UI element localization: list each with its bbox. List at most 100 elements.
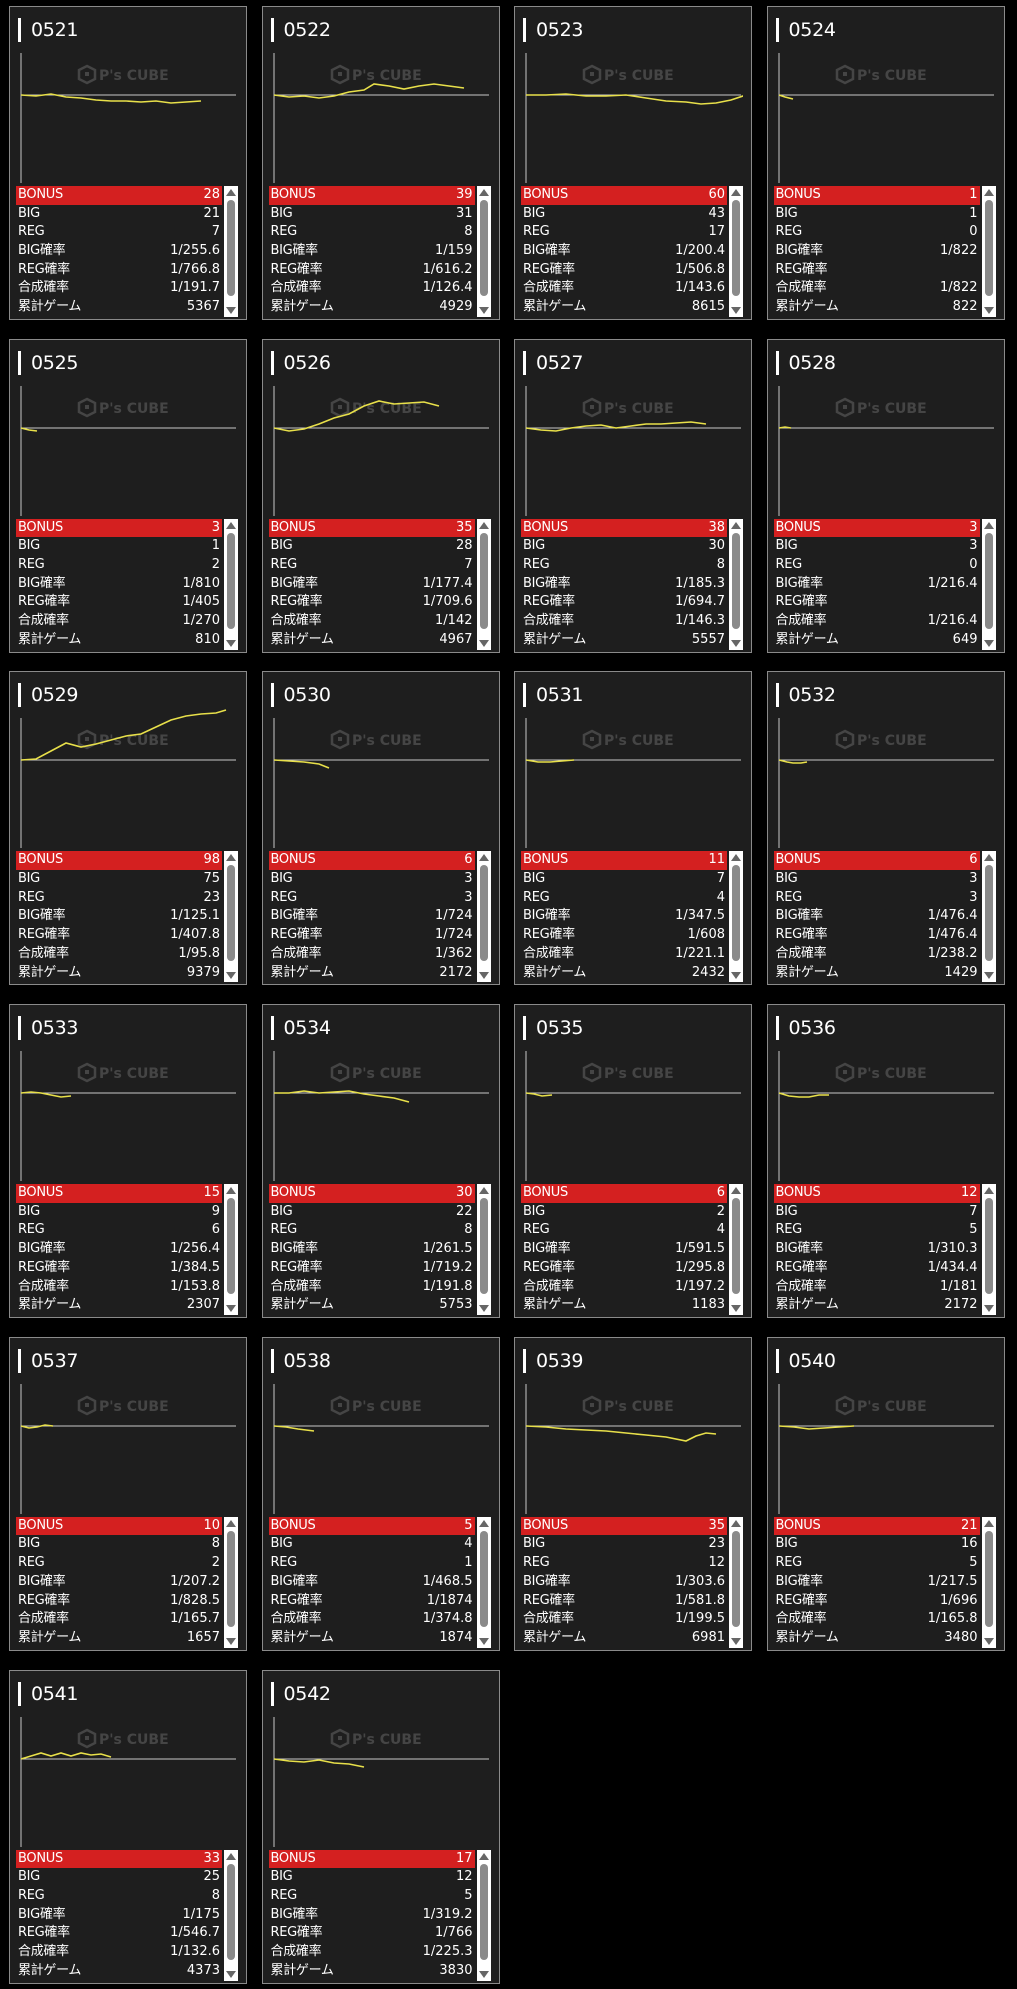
- stats-scrollbar[interactable]: [981, 851, 996, 983]
- scroll-down-arrow-icon[interactable]: [226, 639, 236, 647]
- scroll-up-arrow-icon[interactable]: [983, 1187, 994, 1195]
- scroll-down-arrow-icon[interactable]: [983, 1305, 994, 1313]
- stats-scrollbar[interactable]: [476, 186, 491, 317]
- scroll-up-arrow-icon[interactable]: [226, 854, 236, 862]
- scroll-thumb[interactable]: [479, 1530, 488, 1627]
- stats-scrollbar[interactable]: [476, 518, 491, 650]
- scroll-up-arrow-icon[interactable]: [226, 1852, 236, 1860]
- machine-card[interactable]: 0530 P's CUBE BONUS 6 BIG 3 REG 3: [261, 671, 500, 986]
- stats-scrollbar[interactable]: [476, 1184, 491, 1316]
- scroll-thumb[interactable]: [732, 1198, 740, 1295]
- scroll-thumb[interactable]: [479, 865, 488, 962]
- machine-card[interactable]: 0533 P's CUBE BONUS 15 BIG 9 REG 6: [9, 1004, 247, 1319]
- scroll-down-arrow-icon[interactable]: [478, 639, 489, 647]
- machine-card[interactable]: 0526 P's CUBE BONUS 35 BIG 28 REG 7: [261, 338, 500, 653]
- scroll-down-arrow-icon[interactable]: [478, 1305, 489, 1313]
- scroll-down-arrow-icon[interactable]: [983, 1637, 994, 1645]
- scroll-thumb[interactable]: [227, 532, 235, 629]
- machine-card[interactable]: 0539 P's CUBE BONUS 35 BIG 23 REG 12: [514, 1336, 752, 1651]
- stats-scrollbar[interactable]: [476, 851, 491, 983]
- scroll-thumb[interactable]: [227, 1863, 235, 1960]
- scroll-up-arrow-icon[interactable]: [983, 521, 994, 529]
- scroll-thumb[interactable]: [732, 865, 740, 962]
- machine-card[interactable]: 0524 P's CUBE BONUS 1 BIG 1 REG 0: [766, 6, 1005, 320]
- machine-card[interactable]: 0528 P's CUBE BONUS 3 BIG 3 REG 0: [766, 338, 1005, 653]
- machine-card[interactable]: 0525 P's CUBE BONUS 3 BIG 1 REG 2: [9, 338, 247, 653]
- machine-card[interactable]: 0541 P's CUBE BONUS 33 BIG 25 REG 8: [9, 1669, 247, 1984]
- stats-scrollbar[interactable]: [224, 851, 238, 983]
- machine-card[interactable]: 0522 P's CUBE BONUS 39 BIG 31 REG 8: [261, 6, 500, 320]
- machine-card[interactable]: 0534 P's CUBE BONUS 30 BIG 22 REG 8: [261, 1004, 500, 1319]
- scroll-up-arrow-icon[interactable]: [226, 1187, 236, 1195]
- stats-scrollbar[interactable]: [729, 1184, 743, 1316]
- machine-card[interactable]: 0536 P's CUBE BONUS 12 BIG 7 REG 5: [766, 1004, 1005, 1319]
- scroll-thumb[interactable]: [227, 200, 235, 296]
- scroll-up-arrow-icon[interactable]: [731, 854, 741, 862]
- stats-scrollbar[interactable]: [224, 518, 238, 650]
- machine-card[interactable]: 0527 P's CUBE BONUS 38 BIG 30 REG 8: [514, 338, 752, 653]
- scroll-up-arrow-icon[interactable]: [983, 189, 994, 196]
- stats-scrollbar[interactable]: [476, 1849, 491, 1981]
- machine-card[interactable]: 0531 P's CUBE BONUS 11 BIG 7 REG 4: [514, 671, 752, 986]
- scroll-thumb[interactable]: [984, 200, 993, 296]
- stats-scrollbar[interactable]: [729, 518, 743, 650]
- machine-card[interactable]: 0538 P's CUBE BONUS 5 BIG 4 REG 1: [261, 1336, 500, 1651]
- scroll-down-arrow-icon[interactable]: [226, 1637, 236, 1645]
- scroll-up-arrow-icon[interactable]: [983, 854, 994, 862]
- scroll-up-arrow-icon[interactable]: [226, 189, 236, 196]
- machine-card[interactable]: 0535 P's CUBE BONUS 6 BIG 2 REG 4: [514, 1004, 752, 1319]
- scroll-thumb[interactable]: [984, 1530, 993, 1627]
- scroll-thumb[interactable]: [227, 865, 235, 962]
- stats-scrollbar[interactable]: [981, 1184, 996, 1316]
- scroll-down-arrow-icon[interactable]: [983, 307, 994, 314]
- scroll-down-arrow-icon[interactable]: [226, 1970, 236, 1978]
- machine-card[interactable]: 0523 P's CUBE BONUS 60 BIG 43 REG 17: [514, 6, 752, 320]
- machine-card[interactable]: 0521 P's CUBE BONUS 28 BIG 21 REG 7: [9, 6, 247, 320]
- scroll-thumb[interactable]: [479, 200, 488, 296]
- scroll-down-arrow-icon[interactable]: [478, 1637, 489, 1645]
- scroll-up-arrow-icon[interactable]: [478, 854, 489, 862]
- scroll-up-arrow-icon[interactable]: [478, 1187, 489, 1195]
- scroll-up-arrow-icon[interactable]: [478, 521, 489, 529]
- scroll-down-arrow-icon[interactable]: [731, 1637, 741, 1645]
- scroll-thumb[interactable]: [732, 1530, 740, 1627]
- stats-scrollbar[interactable]: [476, 1516, 491, 1648]
- scroll-down-arrow-icon[interactable]: [226, 972, 236, 980]
- scroll-thumb[interactable]: [984, 1198, 993, 1295]
- scroll-up-arrow-icon[interactable]: [731, 1187, 741, 1195]
- stats-scrollbar[interactable]: [224, 1184, 238, 1316]
- scroll-thumb[interactable]: [732, 200, 740, 296]
- scroll-up-arrow-icon[interactable]: [226, 521, 236, 529]
- stats-scrollbar[interactable]: [224, 1849, 238, 1981]
- scroll-up-arrow-icon[interactable]: [478, 1519, 489, 1527]
- scroll-up-arrow-icon[interactable]: [478, 1852, 489, 1860]
- scroll-thumb[interactable]: [479, 1198, 488, 1295]
- stats-scrollbar[interactable]: [224, 186, 238, 317]
- scroll-thumb[interactable]: [227, 1198, 235, 1295]
- machine-card[interactable]: 0532 P's CUBE BONUS 6 BIG 3 REG 3: [766, 671, 1005, 986]
- machine-card[interactable]: 0537 P's CUBE BONUS 10 BIG 8 REG 2: [9, 1336, 247, 1651]
- machine-card[interactable]: 0542 P's CUBE BONUS 17 BIG 12 REG 5: [261, 1669, 500, 1984]
- scroll-down-arrow-icon[interactable]: [731, 639, 741, 647]
- stats-scrollbar[interactable]: [981, 1516, 996, 1648]
- scroll-up-arrow-icon[interactable]: [983, 1519, 994, 1527]
- machine-card[interactable]: 0529 P's CUBE BONUS 98 BIG 75 REG 23: [9, 671, 247, 986]
- scroll-up-arrow-icon[interactable]: [731, 521, 741, 529]
- scroll-up-arrow-icon[interactable]: [731, 189, 741, 196]
- stats-scrollbar[interactable]: [981, 518, 996, 650]
- scroll-down-arrow-icon[interactable]: [226, 307, 236, 314]
- scroll-up-arrow-icon[interactable]: [478, 189, 489, 196]
- scroll-down-arrow-icon[interactable]: [478, 972, 489, 980]
- scroll-down-arrow-icon[interactable]: [226, 1305, 236, 1313]
- stats-scrollbar[interactable]: [981, 186, 996, 317]
- scroll-down-arrow-icon[interactable]: [478, 1970, 489, 1978]
- scroll-thumb[interactable]: [479, 532, 488, 629]
- scroll-up-arrow-icon[interactable]: [226, 1519, 236, 1527]
- scroll-thumb[interactable]: [479, 1863, 488, 1960]
- stats-scrollbar[interactable]: [224, 1516, 238, 1648]
- scroll-thumb[interactable]: [984, 865, 993, 962]
- scroll-down-arrow-icon[interactable]: [983, 972, 994, 980]
- scroll-down-arrow-icon[interactable]: [983, 639, 994, 647]
- stats-scrollbar[interactable]: [729, 186, 743, 317]
- scroll-up-arrow-icon[interactable]: [731, 1519, 741, 1527]
